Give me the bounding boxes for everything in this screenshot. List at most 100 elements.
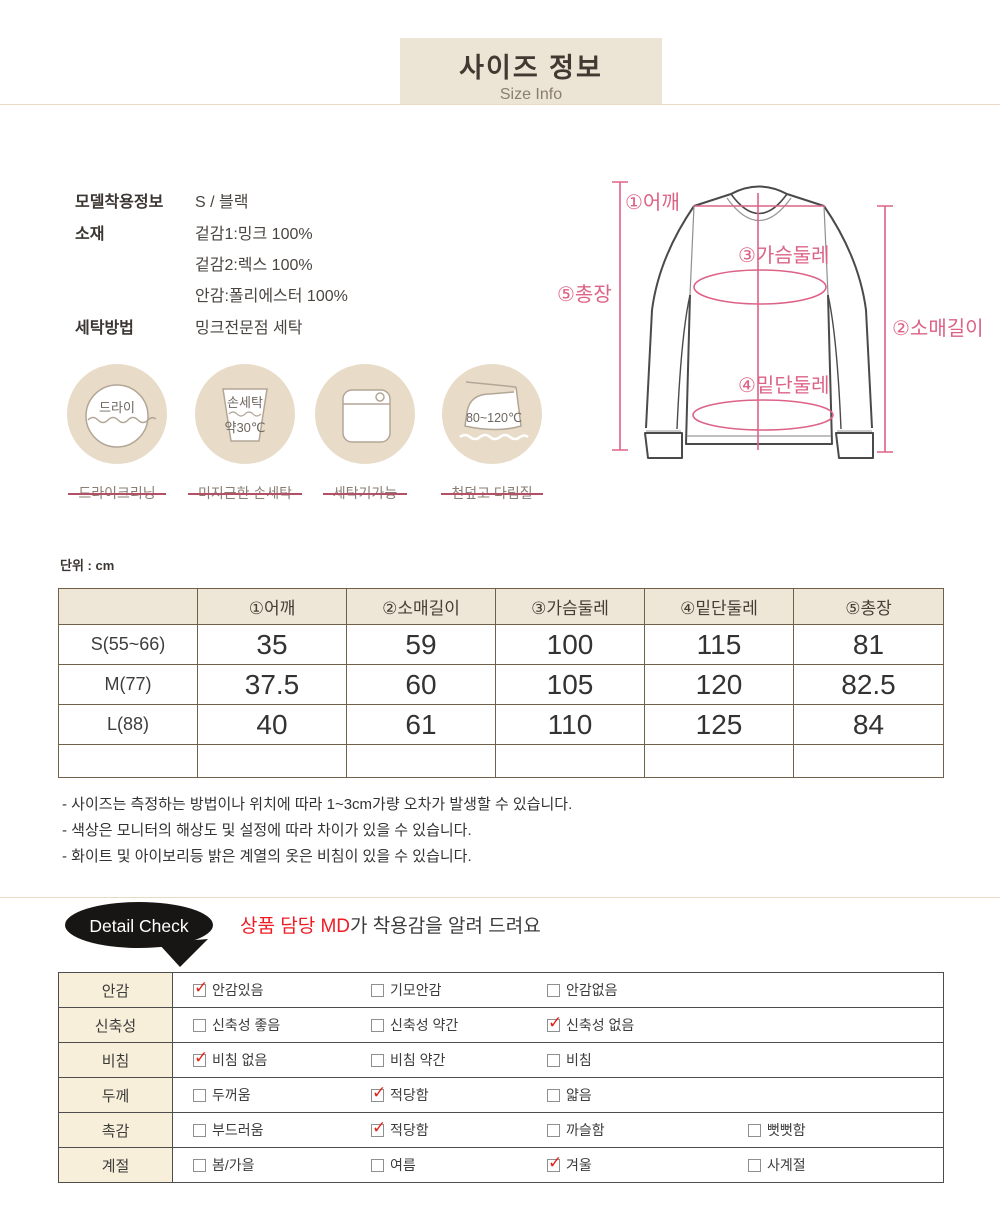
size-table-col-hem: ④밑단둘레 [644,588,794,625]
detail-row-lining: 안감 안감있음 기모안감 안감없음 [58,972,944,1008]
size-row-m: M(77) 37.5 60 105 120 82.5 [58,664,944,705]
checkbox [371,1159,384,1172]
size-table-col-shoulder: ①어깨 [197,588,347,625]
diagram-label-hem: ④밑단둘레 [738,374,830,397]
size-table-col-chest: ③가슴둘레 [495,588,645,625]
checkbox [547,1089,560,1102]
care-label-iron: 천덮고 다림질 [441,485,543,501]
wash-method-label: 세탁방법 [75,320,134,337]
option-label: 뻣뻣함 [767,1122,806,1138]
checkbox [371,984,384,997]
checkbox [193,978,208,998]
size-table-col-length: ⑤총장 [793,588,944,625]
checkbox [193,1089,206,1102]
detail-check-heading-red: 상품 담당 MD [240,916,351,937]
option-label: 겨울 [566,1157,592,1173]
diagram-label-shoulder: ①어깨 [625,191,680,214]
material-label: 소재 [75,226,105,243]
note-line: - 사이즈는 측정하는 방법이나 위치에 따라 1~3cm가량 오차가 발생할 … [62,796,573,813]
size-notes: - 사이즈는 측정하는 방법이나 위치에 따라 1~3cm가량 오차가 발생할 … [62,792,572,870]
dry-clean-icon: 드라이 [67,364,167,464]
size-s-length: 81 [793,624,944,665]
size-row-l: L(88) 40 61 110 125 84 [58,704,944,745]
detail-check-badge: Detail Check [65,902,213,967]
detail-row-texture: 촉감 부드러움 적당함 까슬함 뻣뻣함 [58,1112,944,1148]
checkbox [547,984,560,997]
size-table-header-row: ①어깨 ②소매길이 ③가슴둘레 ④밑단둘레 ⑤총장 [58,588,944,625]
checkbox [193,1159,206,1172]
option-label: 까슬함 [566,1122,605,1138]
option-label: 비침 없음 [212,1052,268,1068]
option-label: 봄/가을 [212,1157,255,1173]
detail-row-texture-label: 촉감 [58,1112,173,1148]
size-m-length: 82.5 [793,664,944,705]
size-l-hem: 125 [644,704,794,745]
size-l-shoulder: 40 [197,704,347,745]
size-row-empty [58,744,944,778]
care-item-dry-clean: 드라이 드라이크리닝 [52,364,182,503]
dry-clean-icon-text: 드라이 [99,400,135,415]
detail-row-sheer: 비침 비침 없음 비침 약간 비침 [58,1042,944,1078]
checkbox [748,1159,761,1172]
care-label-dry-clean: 드라이크리닝 [68,485,166,501]
wash-method-value: 밍크전문점 세탁 [195,320,303,337]
detail-row-stretch-label: 신축성 [58,1007,173,1043]
option-label: 얇음 [566,1087,592,1103]
size-table: ①어깨 ②소매길이 ③가슴둘레 ④밑단둘레 ⑤총장 S(55~66) 35 59… [58,588,944,778]
option-label: 기모안감 [390,982,442,998]
size-s-sleeve: 59 [346,624,496,665]
checkbox [547,1013,562,1033]
hand-wash-icon-text-top: 손세탁 [227,395,263,410]
iron-icon-text: 80~120℃ [466,411,522,425]
size-l-length: 84 [793,704,944,745]
note-line: - 색상은 모니터의 해상도 및 설정에 따라 차이가 있을 수 있습니다. [62,822,472,839]
shirt-measurement-diagram: ①어깨 ⑤총장 ③가슴둘레 ④밑단둘레 ②소매길이 [557,181,984,459]
detail-row-thickness-label: 두께 [58,1077,173,1113]
option-label: 신축성 좋음 [212,1017,281,1033]
detail-row-season: 계절 봄/가을 여름 겨울 사계절 [58,1147,944,1183]
detail-row-lining-label: 안감 [58,972,173,1008]
checkbox [547,1124,560,1137]
size-l-chest: 110 [495,704,645,745]
size-row-s: S(55~66) 35 59 100 115 81 [58,624,944,665]
option-label: 신축성 약간 [390,1017,459,1033]
checkbox [193,1124,206,1137]
detail-section-divider [0,897,1000,898]
checkbox [193,1019,206,1032]
checkbox [193,1048,208,1068]
size-s-shoulder: 35 [197,624,347,665]
checkbox [547,1153,562,1173]
size-table-col-sleeve: ②소매길이 [346,588,496,625]
hand-wash-icon-text-bottom: 약30℃ [224,420,265,435]
diagram-label-length: ⑤총장 [557,283,612,306]
size-m-hem: 120 [644,664,794,705]
page-subtitle: Size Info [499,86,563,103]
option-label: 안감없음 [566,982,618,998]
model-info-value: S / 블랙 [195,194,249,211]
hand-wash-icon: 손세탁 약30℃ [195,364,295,464]
detail-row-stretch: 신축성 신축성 좋음 신축성 약간 신축성 없음 [58,1007,944,1043]
size-l-sleeve: 61 [346,704,496,745]
diagram-label-sleeve: ②소매길이 [892,317,984,340]
header-divider [0,104,1000,105]
size-m-sleeve: 60 [346,664,496,705]
option-label: 신축성 없음 [566,1017,635,1033]
detail-row-season-label: 계절 [58,1147,173,1183]
option-label: 비침 [566,1052,592,1068]
size-row-l-label: L(88) [58,704,198,745]
detail-check-heading: 상품 담당 MD가 착용감을 알려 드려요 [240,911,541,938]
checkbox [371,1019,384,1032]
page-title-box: 사이즈 정보 Size Info [400,38,662,105]
option-label: 여름 [390,1157,416,1173]
care-item-hand-wash: 손세탁 약30℃ 미지근한 손세탁 [180,364,310,503]
checkbox [748,1124,761,1137]
option-label: 사계절 [767,1157,806,1173]
checkbox [371,1083,386,1103]
size-s-chest: 100 [495,624,645,665]
model-info-label: 모델착용정보 [75,194,164,211]
detail-row-thickness: 두께 두꺼움 적당함 얇음 [58,1077,944,1113]
option-label: 적당함 [390,1087,429,1103]
iron-icon: 80~120℃ [442,364,542,464]
material-value-3: 안감:폴리에스터 100% [195,288,348,305]
size-row-m-label: M(77) [58,664,198,705]
